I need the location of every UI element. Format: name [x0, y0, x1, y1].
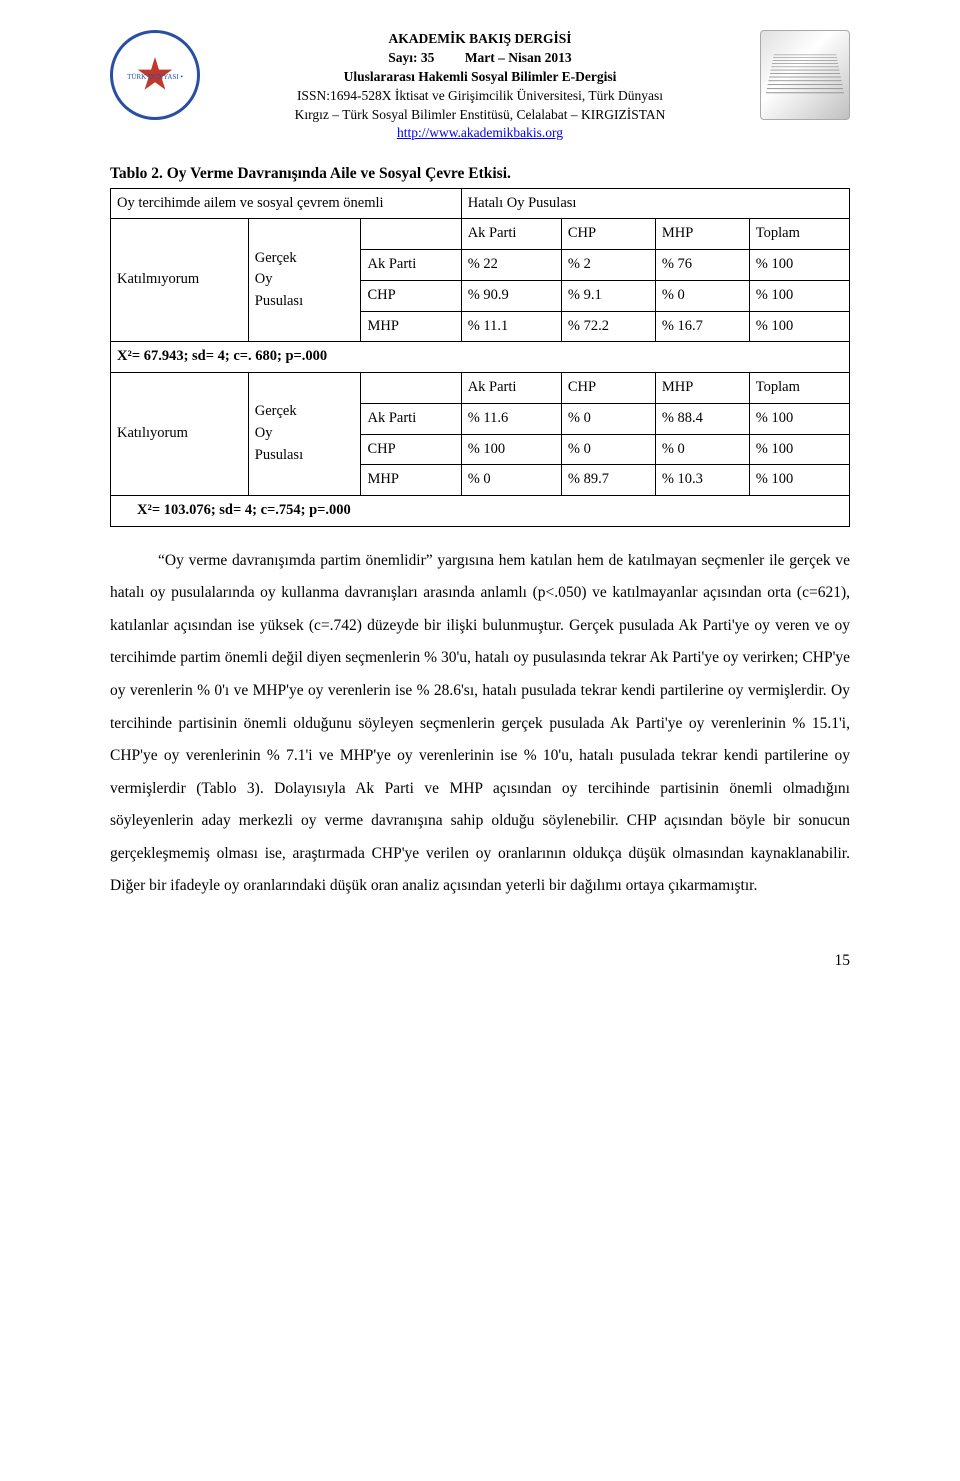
page-number: 15	[110, 949, 850, 972]
cell: % 16.7	[655, 311, 749, 342]
cell: % 90.9	[461, 280, 561, 311]
cell: % 89.7	[561, 465, 655, 496]
issue-line: Sayı: 35 Mart – Nisan 2013	[210, 49, 750, 67]
col-header: Toplam	[749, 219, 849, 250]
cell: % 0	[655, 280, 749, 311]
journal-title: AKADEMİK BAKIŞ DERGİSİ	[210, 30, 750, 48]
row-label: Ak Parti	[361, 250, 461, 281]
col-header: CHP	[561, 219, 655, 250]
journal-subtitle: Uluslararası Hakemli Sosyal Bilimler E-D…	[210, 68, 750, 86]
row-label: MHP	[361, 465, 461, 496]
journal-url-link[interactable]: http://www.akademikbakis.org	[397, 125, 563, 140]
row-label: CHP	[361, 434, 461, 465]
cell: % 100	[749, 311, 849, 342]
stat-text: X²= 103.076; sd= 4; c=.754; p=.000	[111, 496, 850, 527]
cell: % 11.1	[461, 311, 561, 342]
stat-row: X²= 103.076; sd= 4; c=.754; p=.000	[111, 496, 850, 527]
stat-row: X²= 67.943; sd= 4; c=. 680; p=.000	[111, 342, 850, 373]
table-caption: Tablo 2. Oy Verme Davranışında Aile ve S…	[110, 162, 850, 185]
cell: % 88.4	[655, 403, 749, 434]
issn-line: ISSN:1694-528X İktisat ve Girişimcilik Ü…	[210, 87, 750, 105]
cell-blank	[361, 373, 461, 404]
col-header: Ak Parti	[461, 373, 561, 404]
stub-katiliyorum: Katılıyorum	[111, 373, 249, 496]
data-table: Oy tercihimde ailem ve sosyal çevrem öne…	[110, 188, 850, 527]
cell-blank	[361, 219, 461, 250]
table-header-row: Oy tercihimde ailem ve sosyal çevrem öne…	[111, 188, 850, 219]
institute-line: Kırgız – Türk Sosyal Bilimler Enstitüsü,…	[210, 106, 750, 124]
col-header: Toplam	[749, 373, 849, 404]
cell: % 0	[561, 403, 655, 434]
cell: % 0	[561, 434, 655, 465]
cell: % 100	[749, 250, 849, 281]
cell: % 100	[749, 434, 849, 465]
logo-right-icon	[760, 30, 850, 120]
header-right: Hatalı Oy Pusulası	[461, 188, 849, 219]
page-header: AKADEMİK BAKIŞ DERGİSİ Sayı: 35 Mart – N…	[110, 30, 850, 142]
stub-katilmiyorum: Katılmıyorum	[111, 219, 249, 342]
cell: % 2	[561, 250, 655, 281]
header-left: Oy tercihimde ailem ve sosyal çevrem öne…	[111, 188, 462, 219]
col-header: MHP	[655, 373, 749, 404]
stat-text: X²= 67.943; sd= 4; c=. 680; p=.000	[111, 342, 850, 373]
col-header: CHP	[561, 373, 655, 404]
row-label: MHP	[361, 311, 461, 342]
issue-number: Sayı: 35	[388, 50, 434, 65]
header-text-block: AKADEMİK BAKIŞ DERGİSİ Sayı: 35 Mart – N…	[200, 30, 760, 142]
table-row: Katılmıyorum Gerçek Oy Pusulası Ak Parti…	[111, 219, 850, 250]
cell: % 10.3	[655, 465, 749, 496]
cell: % 100	[749, 465, 849, 496]
stub-gercek-oy-pusulasi: Gerçek Oy Pusulası	[248, 219, 361, 342]
cell: % 100	[749, 403, 849, 434]
body-paragraph: “Oy verme davranışımda partim önemlidir”…	[110, 545, 850, 903]
cell: % 100	[461, 434, 561, 465]
cell: % 11.6	[461, 403, 561, 434]
stub-gercek-oy-pusulasi-2: Gerçek Oy Pusulası	[248, 373, 361, 496]
cell: % 100	[749, 280, 849, 311]
url-line: http://www.akademikbakis.org	[210, 124, 750, 142]
col-header: Ak Parti	[461, 219, 561, 250]
issue-date: Mart – Nisan 2013	[465, 50, 572, 65]
cell: % 72.2	[561, 311, 655, 342]
table-row: Katılıyorum Gerçek Oy Pusulası Ak Parti …	[111, 373, 850, 404]
cell: % 0	[655, 434, 749, 465]
cell: % 0	[461, 465, 561, 496]
col-header: MHP	[655, 219, 749, 250]
row-label: CHP	[361, 280, 461, 311]
row-label: Ak Parti	[361, 403, 461, 434]
logo-left-icon	[110, 30, 200, 120]
cell: % 76	[655, 250, 749, 281]
cell: % 22	[461, 250, 561, 281]
cell: % 9.1	[561, 280, 655, 311]
